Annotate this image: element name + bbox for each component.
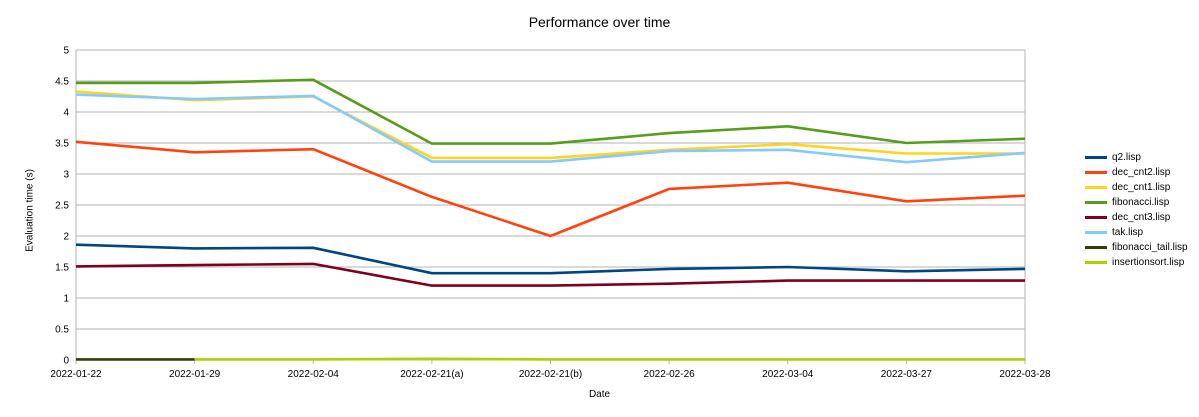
series-line-tak-lisp [75,93,1026,164]
legend-item: q2.lisp [1085,150,1188,165]
y-tick-label: 3.5 [55,139,69,150]
legend-swatch [1085,201,1107,204]
legend-label: q2.lisp [1112,152,1141,163]
legend-label: insertionsort.lisp [1112,257,1185,268]
series-line-q2-lisp [75,243,1026,275]
y-tick-label: 5 [63,46,69,57]
legend-swatch [1085,216,1107,219]
legend-label: tak.lisp [1112,227,1144,238]
legend-swatch [1085,156,1107,159]
x-tick-label: 2022-03-04 [762,369,814,380]
legend-swatch [1085,231,1107,234]
x-tick-label: 2022-02-26 [644,369,696,380]
legend-swatch [1085,171,1107,174]
legend-item: tak.lisp [1085,225,1188,240]
legend-swatch [1085,186,1107,189]
legend-item: dec_cnt3.lisp [1085,210,1188,225]
legend-item: insertionsort.lisp [1085,255,1188,270]
x-tick-label: 2022-01-22 [50,369,102,380]
y-tick-label: 1 [63,294,69,305]
y-tick-label: 4 [63,108,69,119]
x-tick-label: 2022-02-21(a) [400,369,463,380]
y-tick-label: 4.5 [55,77,69,88]
legend-label: dec_cnt3.lisp [1112,212,1171,223]
x-tick-label: 2022-01-29 [169,369,221,380]
legend-item: fibonacci.lisp [1085,195,1188,210]
x-axis-label: Date [588,389,611,400]
legend-swatch [1085,246,1107,249]
chart-title: Performance over time [528,14,671,30]
legend-label: dec_cnt2.lisp [1112,167,1171,178]
legend-item: dec_cnt1.lisp [1085,180,1188,195]
x-tick-label: 2022-03-27 [881,369,933,380]
series-line-fibonacci-lisp [76,78,1026,145]
y-tick-label: 2.5 [55,201,69,212]
legend-label: fibonacci_tail.lisp [1112,242,1188,253]
series-line-dec-cnt1-lisp [75,90,1025,160]
series-line-dec-cnt3-lisp [75,262,1025,287]
series-line-insertionsort-lisp [194,357,1025,361]
series-line-dec-cnt2-lisp [75,140,1026,238]
y-tick-label: 1.5 [55,263,69,274]
x-tick-label: 2022-02-21(b) [519,369,582,380]
y-tick-label: 0 [63,356,69,367]
y-tick-label: 3 [63,170,69,181]
x-tick-label: 2022-03-28 [999,369,1051,380]
y-tick-label: 2 [63,232,69,243]
x-tick-label: 2022-02-04 [288,369,340,380]
legend-label: fibonacci.lisp [1112,197,1170,208]
legend-label: dec_cnt1.lisp [1112,182,1171,193]
legend-item: fibonacci_tail.lisp [1085,240,1188,255]
legend-swatch [1085,261,1107,264]
y-tick-label: 0.5 [55,325,69,336]
legend-item: dec_cnt2.lisp [1085,165,1188,180]
